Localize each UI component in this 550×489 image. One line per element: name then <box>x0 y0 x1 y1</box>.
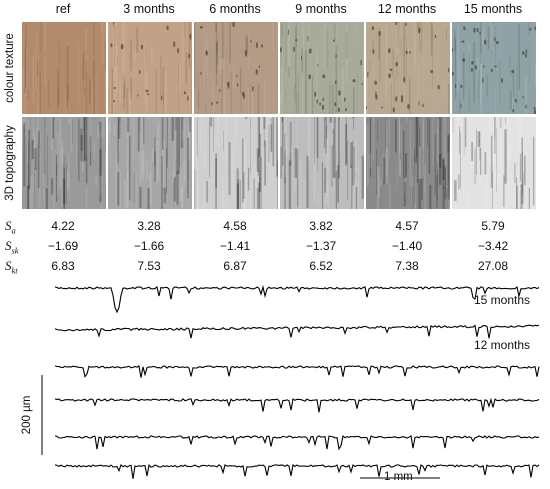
sa-value-6-months: 4.58 <box>223 219 247 233</box>
skt-value-6-months: 6.87 <box>223 259 247 273</box>
profile-label-12-months: 12 months <box>474 338 531 352</box>
sa-value-12-months: 4.57 <box>395 219 419 233</box>
texture-image-12-months <box>366 22 450 114</box>
surface-profile-ref <box>54 463 540 479</box>
parameter-symbol-ssk: Ssk <box>5 238 19 256</box>
column-header-3-months: 3 months <box>123 2 175 16</box>
vertical-scale-label: 200 µm <box>21 395 33 435</box>
topography-image-6-months <box>194 117 278 209</box>
column-header-ref: ref <box>55 2 71 16</box>
skt-value-3-months: 7.53 <box>137 259 161 273</box>
topography-image-9-months <box>280 117 364 209</box>
surface-profile-9-months <box>54 365 540 378</box>
surface-profile-6-months <box>54 397 540 413</box>
texture-image-ref <box>22 22 106 114</box>
sa-value-ref: 4.22 <box>51 219 75 233</box>
column-header-6-months: 6 months <box>209 2 261 16</box>
skt-value-12-months: 7.38 <box>395 259 419 273</box>
skt-value-ref: 6.83 <box>51 259 75 273</box>
topography-image-12-months <box>366 117 450 209</box>
sa-value-3-months: 3.28 <box>137 219 161 233</box>
column-header-9-months: 9 months <box>295 2 347 16</box>
skt-value-9-months: 6.52 <box>309 259 333 273</box>
ssk-value-15-months: −3.42 <box>477 239 509 253</box>
skt-value-15-months: 27.08 <box>477 259 509 273</box>
parameter-symbol-skt: Skt <box>5 258 18 276</box>
surface-profile-15-months <box>54 284 540 314</box>
ssk-value-3-months: −1.66 <box>133 239 165 253</box>
topography-image-ref <box>22 117 106 209</box>
ssk-value-12-months: −1.40 <box>391 239 423 253</box>
surface-profile-12-months <box>54 324 540 339</box>
surface-profile-3-months <box>54 434 540 451</box>
ssk-value-6-months: −1.41 <box>219 239 251 253</box>
sa-value-15-months: 5.79 <box>481 219 505 233</box>
texture-image-9-months <box>280 22 364 114</box>
horizontal-scale-label: 1 mm <box>384 471 413 483</box>
column-header-15-months: 15 months <box>463 2 523 16</box>
ssk-value-ref: −1.69 <box>47 239 79 253</box>
profile-label-15-months: 15 months <box>474 293 531 307</box>
ssk-value-9-months: −1.37 <box>305 239 337 253</box>
parameter-symbol-sa: Sa <box>5 218 16 236</box>
texture-image-6-months <box>194 22 278 114</box>
column-header-12-months: 12 months <box>377 2 437 16</box>
texture-image-3-months <box>108 22 192 114</box>
topography-image-3-months <box>108 117 192 209</box>
topography-image-15-months <box>452 117 536 209</box>
texture-image-15-months <box>452 22 536 114</box>
sa-value-9-months: 3.82 <box>309 219 333 233</box>
